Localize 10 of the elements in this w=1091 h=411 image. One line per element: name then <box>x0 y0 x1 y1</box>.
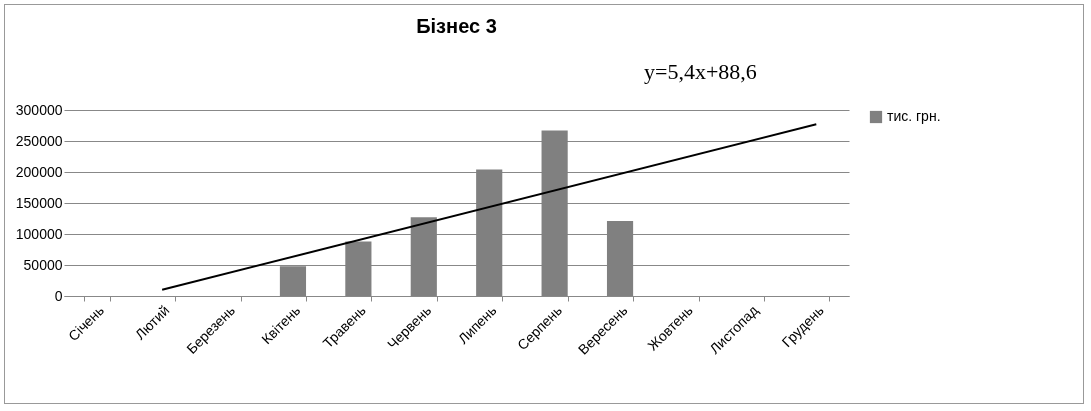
y-tick-label: 50000 <box>23 256 63 273</box>
chart-title: Бізнес 3 <box>416 15 497 37</box>
y-tick-label: 150000 <box>15 194 63 211</box>
legend-label: тис. грн. <box>887 108 941 124</box>
text: y=5,4x+88,6 <box>644 59 757 84</box>
y-tick-label: 0 <box>54 287 63 304</box>
y-tick-label: 200000 <box>15 163 63 180</box>
y-tick-label: 300000 <box>15 101 63 118</box>
y-tick-label: 100000 <box>15 225 63 242</box>
y-tick-label: 250000 <box>15 132 63 149</box>
